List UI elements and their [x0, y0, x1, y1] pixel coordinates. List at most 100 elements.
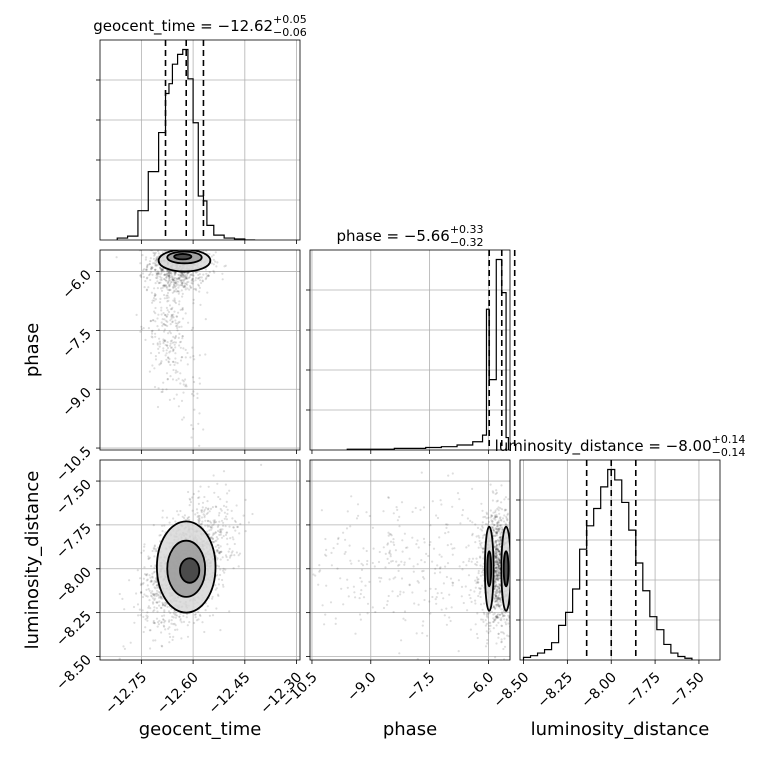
sample-point — [167, 271, 170, 274]
sample-point — [424, 589, 427, 593]
sample-point — [147, 286, 150, 289]
sample-point — [435, 514, 438, 517]
sample-point — [146, 265, 149, 268]
sample-point — [203, 246, 205, 248]
sample-point — [182, 416, 185, 419]
sample-point — [154, 358, 158, 361]
sample-point — [169, 342, 172, 345]
sample-point — [186, 363, 189, 366]
sample-point — [460, 595, 463, 598]
sample-point — [216, 529, 220, 533]
sample-point — [230, 554, 233, 557]
title-sup: +0.05 — [273, 13, 307, 26]
sample-point — [527, 510, 529, 512]
sample-point — [195, 289, 198, 292]
sample-point — [495, 543, 498, 547]
sample-point — [231, 550, 234, 553]
sample-point — [154, 355, 157, 358]
sample-point — [173, 337, 176, 340]
sample-point — [212, 474, 215, 477]
sample-point — [203, 508, 206, 511]
sample-point — [168, 632, 171, 635]
sample-point — [182, 272, 185, 275]
sample-point — [154, 263, 157, 266]
sample-point — [167, 275, 170, 278]
sample-point — [378, 550, 381, 554]
sample-point — [492, 627, 495, 630]
sample-point — [500, 640, 503, 643]
sample-point — [168, 272, 171, 275]
contour-line — [179, 557, 201, 584]
sample-point — [497, 521, 501, 524]
sample-point — [352, 585, 355, 588]
sample-point — [248, 551, 250, 553]
sample-point — [497, 579, 500, 582]
sample-point — [137, 614, 140, 617]
sample-point — [445, 575, 448, 579]
sample-point — [163, 278, 166, 281]
sample-point — [448, 616, 451, 619]
sample-point — [492, 620, 495, 624]
sample-point — [498, 568, 501, 572]
sample-point — [163, 318, 166, 321]
sample-point — [513, 529, 515, 531]
sample-point — [153, 609, 156, 612]
sample-point — [476, 561, 479, 564]
sample-point — [497, 636, 500, 639]
sample-point — [195, 243, 197, 245]
sample-point — [158, 345, 161, 348]
sample-point — [156, 287, 159, 290]
sample-point — [177, 292, 180, 295]
sample-point — [193, 613, 197, 616]
sample-point — [191, 274, 194, 277]
sample-point — [151, 364, 154, 367]
sample-point — [387, 562, 391, 565]
sample-point — [199, 303, 202, 306]
sample-point — [416, 580, 419, 583]
sample-point — [153, 268, 157, 271]
sample-point — [507, 614, 510, 617]
sample-point — [475, 632, 479, 636]
sample-point — [206, 275, 209, 278]
sample-point — [360, 568, 364, 572]
sample-point — [439, 571, 442, 574]
sample-point — [489, 630, 492, 633]
sample-point — [388, 552, 391, 555]
sample-point — [495, 585, 498, 588]
sample-point — [474, 599, 477, 602]
sample-point — [496, 592, 499, 595]
sample-point — [425, 552, 428, 556]
sample-point — [497, 574, 501, 577]
sample-point — [151, 336, 154, 339]
sample-point — [220, 550, 223, 553]
sample-point — [201, 279, 204, 282]
sample-point — [387, 594, 390, 598]
sample-point — [163, 323, 166, 326]
sample-point — [482, 611, 485, 614]
sample-point — [411, 510, 414, 513]
sample-point — [347, 595, 350, 598]
sample-point — [152, 319, 155, 322]
sample-point — [389, 553, 392, 556]
sample-point — [156, 280, 159, 283]
sample-point — [162, 270, 165, 273]
sample-point — [494, 557, 497, 560]
sample-point — [494, 530, 497, 534]
sample-point — [496, 557, 499, 560]
sample-point — [166, 272, 169, 275]
sample-point — [176, 290, 179, 293]
sample-point — [207, 485, 210, 488]
sample-point — [226, 531, 229, 534]
sample-point — [162, 340, 165, 343]
sample-point — [172, 635, 175, 639]
sample-point — [168, 247, 170, 249]
sample-point — [204, 245, 206, 247]
sample-point — [494, 534, 497, 538]
sample-point — [161, 601, 164, 604]
sample-point — [199, 244, 201, 246]
sample-point — [495, 552, 498, 555]
sample-point — [514, 518, 516, 520]
sample-point — [201, 520, 204, 523]
sample-point — [224, 554, 228, 557]
sample-point — [494, 511, 497, 514]
